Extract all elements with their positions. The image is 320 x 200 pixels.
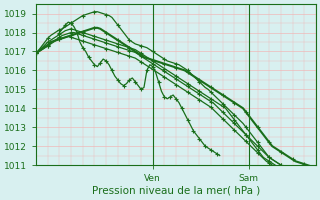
- X-axis label: Pression niveau de la mer( hPa ): Pression niveau de la mer( hPa ): [92, 186, 260, 196]
